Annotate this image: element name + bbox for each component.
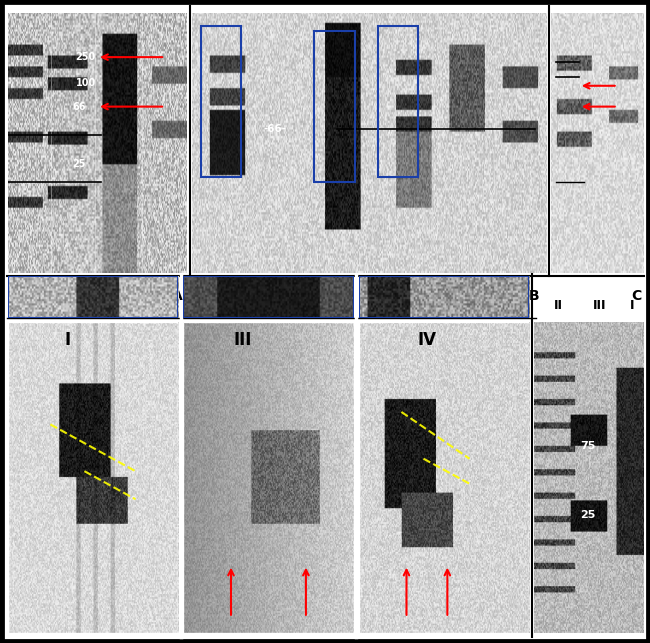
Text: C: C [631, 289, 642, 303]
Text: I: I [64, 331, 70, 349]
Text: B: B [528, 289, 539, 303]
Text: I: I [630, 299, 635, 312]
Text: IV: IV [397, 0, 411, 3]
Text: 25: 25 [72, 159, 86, 169]
Text: 75: 75 [580, 441, 595, 451]
Text: 66: 66 [72, 102, 86, 112]
Bar [314, 31, 355, 182]
Text: IIIs: IIIs [450, 0, 471, 3]
Text: VI: VI [616, 0, 630, 3]
Text: IVs: IVs [507, 0, 528, 3]
Text: 100: 100 [75, 78, 96, 88]
Bar [359, 276, 529, 318]
Bar [8, 276, 178, 318]
Text: II: II [554, 299, 563, 312]
Text: II: II [68, 0, 77, 3]
Text: V: V [569, 0, 579, 3]
Text: 2: 2 [69, 286, 75, 296]
Text: 25: 25 [580, 510, 595, 520]
Text: A: A [172, 289, 183, 303]
Text: IV: IV [158, 0, 172, 3]
Bar [183, 276, 354, 318]
Bar [378, 26, 419, 177]
Text: 250: 250 [75, 52, 96, 62]
Text: I: I [18, 0, 23, 3]
Text: I: I [222, 0, 226, 3]
Text: -66-: -66- [263, 123, 287, 134]
Text: III: III [327, 0, 340, 3]
Bar [201, 26, 241, 177]
Text: III: III [112, 0, 125, 3]
Text: III: III [593, 299, 606, 312]
Text: III: III [234, 331, 252, 349]
Text: IV: IV [417, 331, 436, 349]
